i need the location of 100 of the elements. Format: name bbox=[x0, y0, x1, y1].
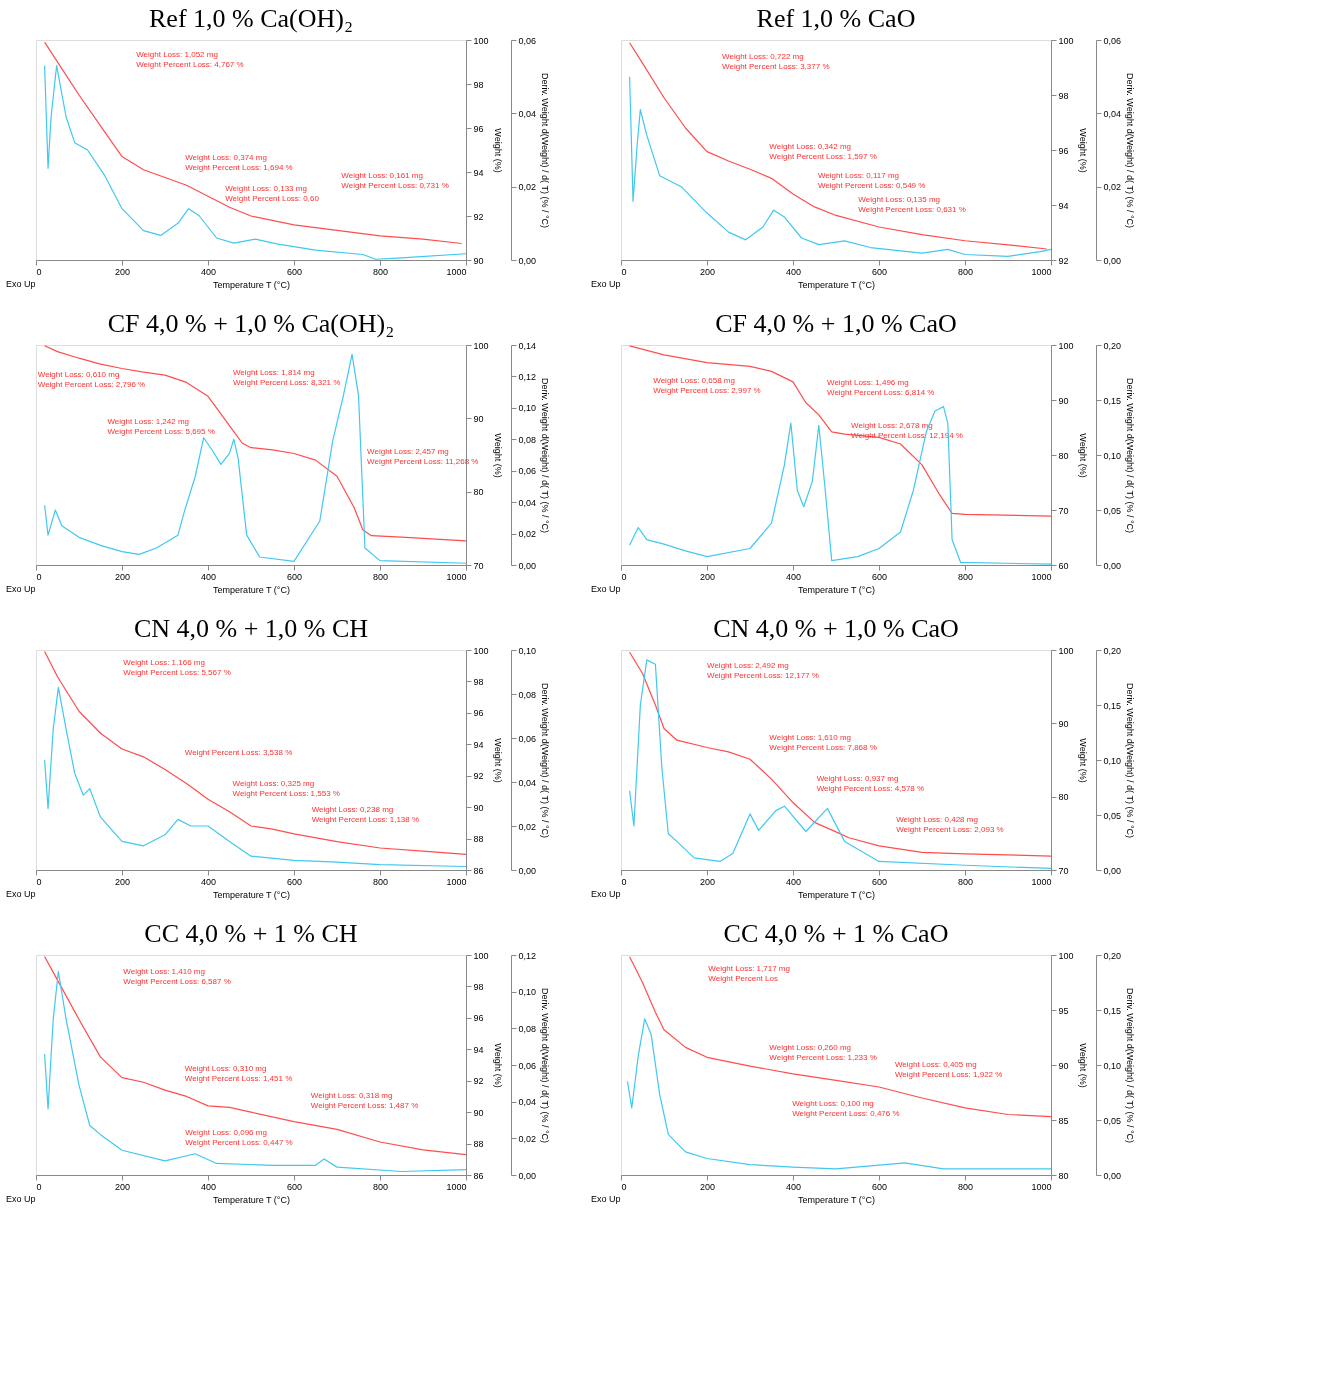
text: Exo Up bbox=[5, 1193, 36, 1204]
y-axis-title: Weight (%) bbox=[492, 128, 503, 173]
y2-tick-label: 0,04 bbox=[518, 497, 537, 508]
y2-tick-label: 0,02 bbox=[1103, 182, 1122, 193]
line-series bbox=[44, 686, 467, 868]
x-tick-label: 400 bbox=[200, 1181, 217, 1192]
y-tick-label: 94 bbox=[473, 1044, 484, 1055]
line-series bbox=[629, 956, 1052, 1118]
chart-title: CN 4,0 % + 1,0 % CaO bbox=[713, 614, 959, 643]
y-tick-label: 98 bbox=[473, 981, 484, 992]
annotation: Weight Loss: 1,242 mg Weight Percent Loss: 5,695 % bbox=[107, 416, 215, 436]
y-tick-label: 94 bbox=[1058, 200, 1069, 211]
annotation: Weight Loss: 0,722 mg Weight Percent Loss: 3,377 % bbox=[722, 52, 830, 72]
y-tick-label: 98 bbox=[1058, 90, 1069, 101]
x-tick-label: 1000 bbox=[1031, 571, 1052, 582]
chart-title: CF 4,0 % + 1,0 % Ca(OH)₂ bbox=[107, 309, 395, 338]
y2-tick-label: 0,04 bbox=[518, 1097, 537, 1108]
x-tick-label: 200 bbox=[699, 266, 716, 277]
x-tick-label: 0 bbox=[621, 876, 627, 887]
y2-axis-title: Deriv. Weight d(Weight) / d( T) (% / °C) bbox=[540, 988, 551, 1143]
chart-title: CC 4,0 % + 1 % CaO bbox=[723, 919, 949, 948]
x-tick-label: 600 bbox=[286, 571, 303, 582]
y2-tick-label: 0,06 bbox=[518, 35, 537, 46]
y2-tick-label: 0,06 bbox=[1103, 35, 1122, 46]
y2-tick-label: 0,15 bbox=[1103, 1005, 1122, 1016]
y-tick-label: 90 bbox=[473, 413, 484, 424]
annotation: Weight Loss: 0,310 mg Weight Percent Loss: 1,451 % bbox=[184, 1064, 293, 1083]
y-tick-label: 92 bbox=[473, 1076, 484, 1087]
y-axis-title: Weight (%) bbox=[1077, 738, 1088, 783]
y2-tick-label: 0,02 bbox=[518, 529, 537, 540]
y-tick-label: 94 bbox=[473, 167, 484, 178]
annotation: Weight Loss: 1,717 mg Weight Percent Los bbox=[708, 963, 790, 983]
y-tick-label: 80 bbox=[1058, 1170, 1069, 1181]
annotation: Weight Loss: 1,610 mg Weight Percent Loss: 7,868 % bbox=[769, 733, 877, 753]
x-tick-label: 200 bbox=[114, 571, 131, 582]
annotation: Weight Loss: 0,428 mg Weight Percent Loss: 2,093 % bbox=[896, 814, 1004, 834]
text: Exo Up bbox=[590, 583, 621, 594]
x-tick-label: 1000 bbox=[446, 876, 467, 887]
x-tick-label: 800 bbox=[372, 1181, 389, 1192]
y2-tick-label: 0,02 bbox=[518, 1133, 537, 1144]
x-axis-title: Temperature T (°C) bbox=[798, 1194, 875, 1205]
x-tick-label: 600 bbox=[286, 266, 303, 277]
annotation: Weight Loss: 0,238 mg Weight Percent Loss: 1,138 % bbox=[311, 805, 420, 825]
x-tick-label: 800 bbox=[372, 266, 389, 277]
x-tick-label: 1000 bbox=[1031, 266, 1052, 277]
x-tick-label: 400 bbox=[785, 266, 802, 277]
x-tick-label: 600 bbox=[871, 571, 888, 582]
annotation: Weight Loss: 2,457 mg Weight Percent Loss: 11,268 % bbox=[367, 447, 479, 467]
line-series bbox=[626, 1018, 1052, 1170]
y2-tick-label: 0,04 bbox=[518, 108, 537, 119]
x-tick-label: 400 bbox=[785, 571, 802, 582]
y-tick-label: 100 bbox=[1058, 645, 1074, 656]
x-axis-title: Temperature T (°C) bbox=[213, 584, 290, 595]
y2-tick-label: 0,20 bbox=[1103, 645, 1122, 656]
x-axis-title: Temperature T (°C) bbox=[798, 584, 875, 595]
y-tick-label: 85 bbox=[1058, 1115, 1069, 1126]
y2-tick-label: 0,05 bbox=[1103, 810, 1122, 821]
x-tick-label: 0 bbox=[621, 1181, 627, 1192]
y-tick-label: 95 bbox=[1058, 1005, 1069, 1016]
y2-tick-label: 0,00 bbox=[518, 865, 537, 876]
annotation: Weight Loss: 0,135 mg Weight Percent Loss: 0,631 % bbox=[858, 195, 966, 215]
y-tick-label: 100 bbox=[473, 35, 489, 46]
y-tick-label: 90 bbox=[473, 802, 484, 813]
x-tick-label: 0 bbox=[36, 876, 42, 887]
y2-tick-label: 0,04 bbox=[1103, 108, 1122, 119]
x-axis-title: Temperature T (°C) bbox=[798, 279, 875, 290]
y-tick-label: 92 bbox=[473, 211, 484, 222]
y-tick-label: 70 bbox=[473, 560, 484, 571]
y2-tick-label: 0,00 bbox=[1103, 865, 1122, 876]
x-axis-title: Temperature T (°C) bbox=[213, 279, 290, 290]
x-axis-title: Temperature T (°C) bbox=[798, 889, 875, 900]
y2-tick-label: 0,12 bbox=[518, 371, 537, 382]
y2-axis-title: Deriv. Weight d(Weight) / d( T) (% / °C) bbox=[540, 683, 551, 838]
x-tick-label: 1000 bbox=[446, 571, 467, 582]
x-tick-label: 1000 bbox=[1031, 1181, 1052, 1192]
y2-tick-label: 0,00 bbox=[1103, 1170, 1122, 1181]
chart-title: Ref 1,0 % Ca(OH)₂ bbox=[148, 4, 354, 33]
x-tick-label: 600 bbox=[286, 1181, 303, 1192]
x-tick-label: 200 bbox=[114, 876, 131, 887]
annotation: Weight Loss: 1,814 mg Weight Percent Loss: 8,321 % bbox=[232, 368, 341, 388]
x-tick-label: 400 bbox=[200, 876, 217, 887]
y-tick-label: 86 bbox=[473, 865, 484, 876]
annotation: Weight Loss: 0,937 mg Weight Percent Loss: 4,578 % bbox=[816, 773, 925, 793]
chart-title: Ref 1,0 % CaO bbox=[756, 4, 916, 33]
annotation: Weight Loss: 0,610 mg Weight Percent Loss: 2,796 % bbox=[37, 369, 146, 389]
line-series bbox=[44, 41, 463, 245]
y2-tick-label: 0,10 bbox=[518, 403, 537, 414]
x-tick-label: 1000 bbox=[446, 266, 467, 277]
y-tick-label: 90 bbox=[1058, 1060, 1069, 1071]
y2-axis-title: Deriv. Weight d(Weight) / d( T) (% / °C) bbox=[1125, 378, 1136, 533]
x-tick-label: 1000 bbox=[446, 1181, 467, 1192]
y-tick-label: 96 bbox=[473, 1013, 484, 1024]
y-tick-label: 86 bbox=[473, 1170, 484, 1181]
y2-tick-label: 0,20 bbox=[1103, 340, 1122, 351]
y2-axis-title: Deriv. Weight d(Weight) / d( T) (% / °C) bbox=[1125, 683, 1136, 838]
y2-tick-label: 0,02 bbox=[518, 182, 537, 193]
y-tick-label: 96 bbox=[1058, 145, 1069, 156]
x-tick-label: 200 bbox=[699, 876, 716, 887]
annotation: Weight Loss: 1,496 mg Weight Percent Loss: 6,814 % bbox=[826, 378, 935, 398]
y2-tick-label: 0,05 bbox=[1103, 505, 1122, 516]
